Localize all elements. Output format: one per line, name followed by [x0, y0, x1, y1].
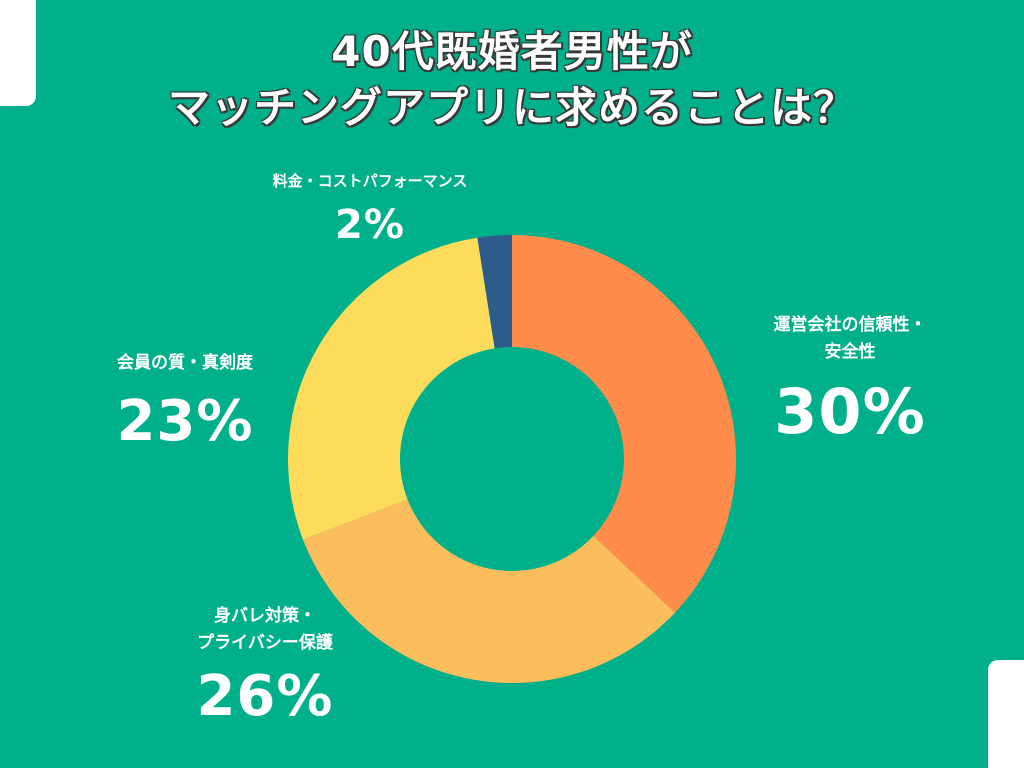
slice-percent-cost: 2%	[335, 202, 405, 248]
chart-title-line1: 40代既婚者男性が	[331, 27, 693, 76]
slice-name-quality: 会員の質・真剣度	[117, 353, 253, 373]
slice-name-safety-line2: 安全性	[824, 342, 876, 362]
slice-percent-safety: 30%	[774, 375, 926, 448]
chart-title-line2: マッチングアプリに求めることは？	[167, 83, 856, 132]
slice-label-quality: 会員の質・真剣度 23%	[70, 350, 300, 457]
corner-decoration-top-left	[0, 0, 36, 106]
slice-label-safety: 運営会社の信頼性・ 安全性 30%	[700, 312, 1000, 450]
corner-decoration-bottom-right	[988, 660, 1024, 768]
donut-slice-quality	[288, 237, 495, 540]
donut-slice-cost	[477, 235, 512, 349]
slice-label-privacy: 身バレ対策・ プライバシー保護 26%	[145, 603, 385, 731]
slice-name-privacy-line2: プライバシー保護	[197, 633, 333, 653]
chart-title: 40代既婚者男性が マッチングアプリに求めることは？	[0, 24, 1024, 136]
slice-name-privacy-line1: 身バレ対策・	[214, 606, 316, 626]
slice-name-cost: 料金・コストパフォーマンス	[272, 172, 468, 190]
slice-percent-quality: 23%	[116, 389, 254, 454]
donut-slice-safety	[512, 235, 737, 613]
slice-label-cost: 料金・コストパフォーマンス 2%	[225, 168, 515, 251]
slice-percent-privacy: 26%	[196, 664, 334, 729]
donut-slice-privacy	[303, 499, 675, 683]
slice-name-safety-line1: 運営会社の信頼性・	[773, 315, 927, 335]
